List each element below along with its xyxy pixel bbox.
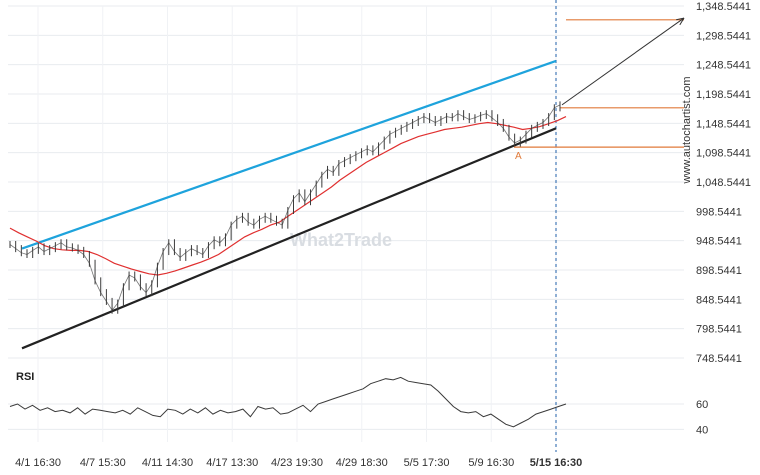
time-tick-label: 4/23 19:30 xyxy=(271,457,323,469)
time-axis-labels: 4/1 16:30 4/7 15:30 4/11 14:30 4/17 13:30 4/… xyxy=(15,457,582,469)
marker-a-label: A xyxy=(515,151,522,162)
forecast-arrowhead xyxy=(676,17,685,26)
time-tick-label: 4/29 18:30 xyxy=(336,457,388,469)
price-line xyxy=(9,104,561,311)
level-lines: A xyxy=(514,17,685,162)
rsi-tick-label: 60 xyxy=(696,399,708,411)
price-tick-label: 1,198.5441 xyxy=(696,89,751,101)
time-tick-label: 5/5 17:30 xyxy=(404,457,450,469)
vertical-brand-text: www.autochartist.com xyxy=(681,77,693,185)
price-tick-label: 898.5441 xyxy=(696,265,742,277)
rsi-tick-label: 40 xyxy=(696,424,708,436)
price-tick-label: 1,148.5441 xyxy=(696,118,751,130)
rsi-axis-labels: 60 40 xyxy=(696,399,708,436)
time-tick-label: 4/17 13:30 xyxy=(206,457,258,469)
channel-lines xyxy=(21,59,557,350)
rsi-line xyxy=(9,376,567,428)
rsi-title: RSI xyxy=(16,371,34,383)
price-tick-label: 998.5441 xyxy=(696,206,742,218)
price-tick-label: 1,298.5441 xyxy=(696,30,751,42)
price-tick-label: 748.5441 xyxy=(696,353,742,365)
price-tick-label: 1,348.5441 xyxy=(696,1,751,13)
rsi-panel xyxy=(9,376,567,428)
moving-average-line xyxy=(9,116,567,276)
upper-channel-line xyxy=(21,59,557,250)
price-tick-label: 798.5441 xyxy=(696,324,742,336)
moving-average xyxy=(9,116,567,276)
chart-grid xyxy=(8,0,684,452)
lower-channel-line xyxy=(21,127,557,350)
price-tick-label: 948.5441 xyxy=(696,236,742,248)
price-series xyxy=(9,101,561,314)
time-tick-label: 5/9 16:30 xyxy=(468,457,514,469)
time-tick-label: 4/7 15:30 xyxy=(80,457,126,469)
time-tick-label: 4/1 16:30 xyxy=(15,457,61,469)
price-tick-label: 1,048.5441 xyxy=(696,177,751,189)
forecast-arrow xyxy=(561,17,685,106)
price-tick-label: 848.5441 xyxy=(696,294,742,306)
watermark: What2Trade xyxy=(290,230,392,250)
price-axis-labels: 1,348.5441 1,298.5441 1,248.5441 1,198.5441… xyxy=(696,1,751,365)
time-tick-label: 4/11 14:30 xyxy=(142,457,193,469)
time-tick-label: 5/15 16:30 xyxy=(530,457,583,469)
price-tick-label: 1,098.5441 xyxy=(696,148,751,160)
price-tick-label: 1,248.5441 xyxy=(696,60,751,72)
